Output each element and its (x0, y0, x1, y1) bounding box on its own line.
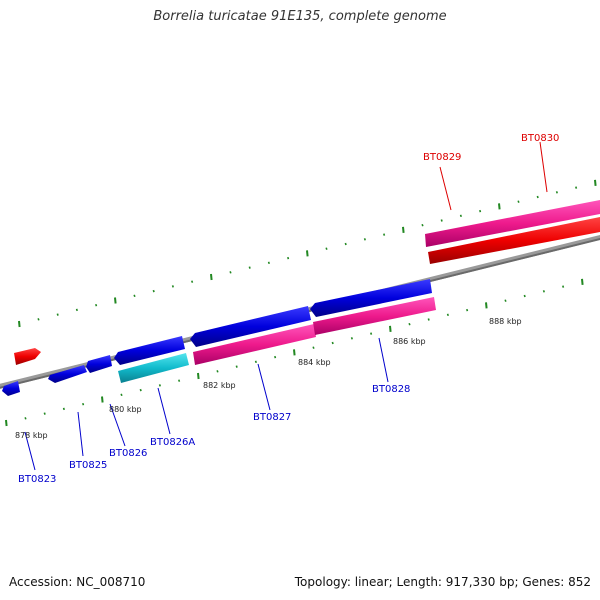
upper-tick-mark (210, 273, 213, 281)
scale-label-882: 882 kbp (203, 381, 236, 390)
lower-tick-mark (101, 396, 104, 403)
lower-tick-track (5, 278, 584, 427)
upper-tick-mark (229, 271, 232, 274)
upper-tick-mark (114, 297, 117, 304)
lower-tick-mark (158, 384, 161, 387)
upper-tick-mark (18, 320, 21, 328)
upper-tick-mark (517, 200, 520, 203)
upper-tick-mark (267, 261, 270, 265)
upper-tick-mark (575, 186, 578, 189)
lower-tick-mark (312, 346, 315, 349)
lower-tick-mark (446, 313, 449, 317)
lower-tick-mark (370, 332, 373, 335)
upper-tick-mark (594, 179, 597, 186)
lower-tick-mark (82, 402, 85, 406)
upper-tick-mark (306, 250, 309, 257)
gene-label-bt0828[interactable]: BT0828 (372, 384, 410, 395)
lower-tick-mark (62, 407, 65, 411)
gene-label-bt0830[interactable]: BT0830 (521, 133, 559, 144)
upper-tick-mark (56, 313, 59, 316)
upper-tick-mark (75, 308, 78, 312)
gene-feature-red-small[interactable] (14, 348, 41, 365)
upper-tick-mark (459, 214, 462, 218)
lower-tick-mark (5, 419, 8, 427)
lower-tick-mark (254, 360, 257, 364)
upper-tick-mark (152, 289, 155, 293)
lower-tick-mark (504, 299, 507, 302)
lower-tick-mark (293, 349, 296, 356)
lower-tick-mark (466, 308, 469, 312)
gene-feature-bt0825[interactable] (48, 365, 87, 383)
upper-tick-mark (133, 294, 136, 298)
gene-label-bt0826[interactable]: BT0826 (109, 448, 147, 459)
lower-tick-mark (235, 365, 238, 368)
gene-label-bt0823[interactable]: BT0823 (18, 474, 56, 485)
lower-tick-mark (331, 341, 334, 345)
lower-tick-mark (139, 388, 142, 392)
upper-tick-mark (248, 266, 251, 269)
upper-tick-mark (287, 256, 290, 260)
lower-tick-mark (485, 302, 488, 309)
gene-feature-bt0829-pink[interactable] (425, 200, 600, 247)
upper-tick-mark (344, 242, 347, 246)
gene-feature-bt0827-pink[interactable] (193, 324, 316, 365)
gene-feature-bt0826a-cyan[interactable] (118, 353, 189, 383)
gene-feature-bt0828-blue[interactable] (310, 279, 432, 317)
upper-tick-mark (37, 318, 40, 321)
scale-label-878: 878 kbp (15, 431, 48, 440)
gene-feature-bt0828-pink[interactable] (313, 297, 436, 335)
genome-summary: Topology: linear; Length: 917,330 bp; Ge… (294, 575, 591, 589)
lower-tick-mark (216, 370, 219, 373)
scale-label-884: 884 kbp (298, 358, 331, 367)
scale-label-888: 888 kbp (489, 317, 522, 326)
lower-tick-mark (542, 290, 545, 293)
upper-tick-mark (421, 223, 424, 227)
upper-tick-mark (555, 191, 558, 194)
lower-tick-mark (24, 417, 27, 420)
lower-tick-mark (427, 318, 430, 321)
lower-tick-mark (350, 337, 353, 340)
scale-label-880: 880 kbp (109, 405, 142, 414)
gene-label-bt0825[interactable]: BT0825 (69, 460, 107, 471)
gene-label-bt0826a[interactable]: BT0826A (150, 437, 195, 448)
map-title: Borrelia turicatae 91E135, complete geno… (153, 9, 447, 24)
lower-tick-mark (389, 325, 392, 332)
lower-tick-mark (408, 322, 411, 326)
gene-feature-bt0826[interactable] (86, 355, 112, 373)
lower-tick-mark (274, 355, 277, 359)
lower-tick-mark (523, 294, 526, 298)
lower-tick-mark (562, 285, 565, 288)
gene-feature-bt0830-red[interactable] (428, 217, 600, 264)
upper-tick-track (18, 179, 597, 328)
lower-tick-mark (581, 278, 584, 285)
accession-text: Accession: NC_008710 (9, 575, 146, 589)
upper-tick-mark (191, 280, 194, 283)
upper-tick-mark (498, 203, 501, 210)
gene-feature-bt0823[interactable] (2, 381, 20, 396)
upper-tick-mark (536, 195, 539, 199)
lower-tick-mark (197, 372, 200, 380)
scale-label-886: 886 kbp (393, 337, 426, 346)
upper-tick-mark (95, 303, 98, 307)
upper-tick-mark (383, 233, 386, 236)
upper-tick-mark (479, 209, 482, 213)
gene-feature-bt0827-blue[interactable] (190, 306, 311, 347)
leader-lines (24, 141, 548, 471)
lower-tick-mark (178, 379, 181, 382)
upper-tick-mark (325, 247, 328, 250)
lower-tick-mark (43, 412, 46, 415)
gene-feature-bt0826a-blue[interactable] (114, 336, 185, 365)
upper-tick-mark (363, 238, 366, 241)
upper-tick-mark (402, 226, 405, 233)
gene-label-bt0829[interactable]: BT0829 (423, 152, 461, 163)
lower-tick-mark (120, 393, 123, 397)
gene-label-bt0827[interactable]: BT0827 (253, 412, 291, 423)
upper-tick-mark (171, 285, 174, 288)
upper-tick-mark (440, 219, 443, 222)
